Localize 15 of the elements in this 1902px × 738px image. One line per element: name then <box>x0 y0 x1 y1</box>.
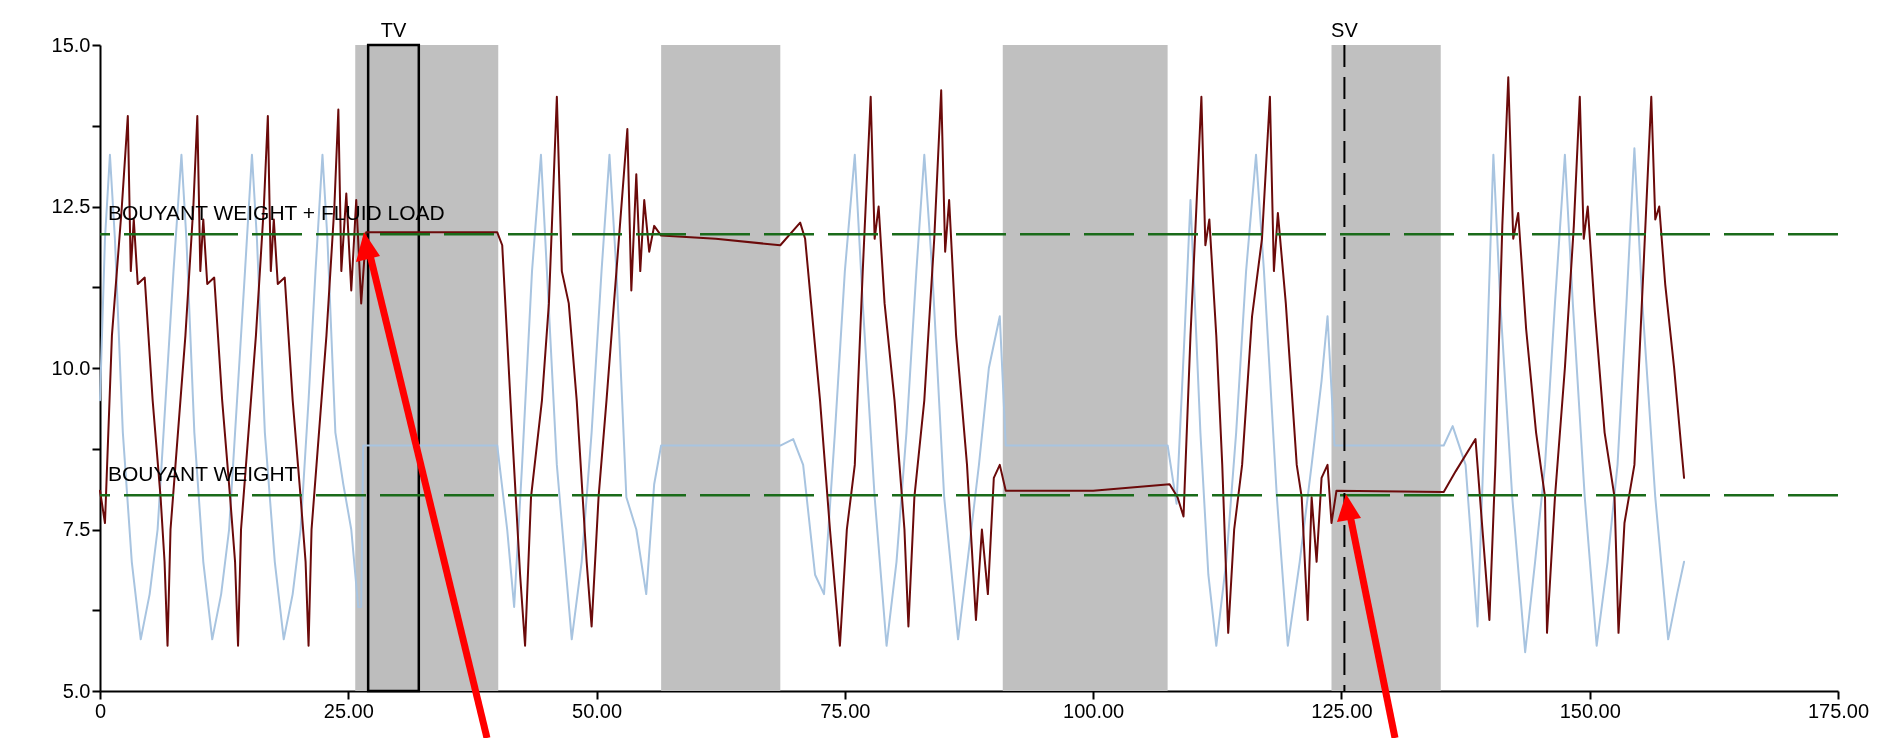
y-tick-label: 5.0 <box>62 679 91 702</box>
x-tick-label: 125.00 <box>1311 699 1373 722</box>
x-tick-label: 100.00 <box>1063 699 1125 722</box>
x-tick-label: 25.00 <box>323 699 374 722</box>
x-tick-label: 175.00 <box>1807 699 1870 722</box>
band-label: TV <box>380 19 407 41</box>
y-tick-label: 7.5 <box>62 518 91 540</box>
x-tick-label: 0 <box>94 699 107 722</box>
y-tick-label: 10.0 <box>51 356 91 379</box>
x-tick-label: 50.00 <box>572 699 623 722</box>
x-tick-label: 150.00 <box>1559 699 1621 722</box>
x-tick-label: 75.00 <box>820 699 871 722</box>
y-tick-label: 15.0 <box>51 33 91 56</box>
ref-line-label: SV <box>1331 19 1359 41</box>
y-tick-label: 12.5 <box>51 195 91 217</box>
